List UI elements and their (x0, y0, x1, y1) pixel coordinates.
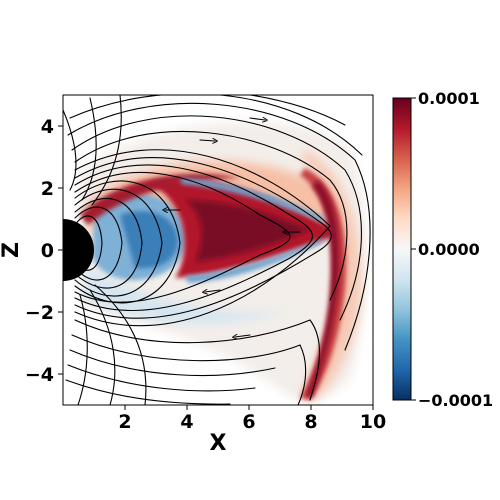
y-tick-label: 4 (41, 116, 54, 138)
streamline-tail (74, 164, 313, 312)
streamline-loop (74, 206, 123, 281)
streamline-arrow (235, 335, 251, 337)
streamline-outer (71, 334, 307, 405)
streamline-outer (77, 294, 88, 405)
y-tick-label: −2 (25, 302, 54, 324)
streamline-arrow (199, 140, 215, 141)
streamline-outer (69, 349, 276, 377)
x-tick-label: 2 (118, 411, 131, 433)
streamline-outer (65, 379, 231, 405)
streamline-tail (74, 149, 331, 327)
plot-area (63, 95, 373, 405)
y-tick-label: 2 (41, 178, 54, 200)
colorbar-tick-label: −0.0001 (418, 391, 493, 410)
colorbar-tick-label: 0.0000 (418, 240, 480, 259)
streamline-outer (67, 102, 371, 351)
streamlines (63, 95, 371, 405)
heatmap-blue-lower (85, 265, 290, 324)
streamline-outer (74, 130, 348, 301)
x-axis-ticks: 2 4 6 8 10 (118, 405, 386, 433)
planet-disk (63, 219, 94, 281)
x-tick-label: 6 (242, 411, 255, 433)
streamline-arrow (249, 118, 265, 120)
heatmap-blue-thin-lower (185, 238, 325, 283)
streamline-tail (74, 157, 332, 319)
streamline-loop (74, 197, 143, 289)
x-tick-label: 4 (180, 411, 193, 433)
streamline-tail (74, 172, 291, 303)
x-tick-label: 10 (360, 411, 386, 433)
streamline-loop (74, 188, 163, 297)
streamline-outer (94, 284, 147, 405)
y-axis-label: Z (0, 242, 24, 258)
streamline-outer (89, 289, 116, 405)
streamline-outer (63, 109, 77, 191)
y-tick-label: 0 (41, 240, 54, 262)
heatmap-blue-core (120, 211, 178, 269)
colorbar-ticks: 0.0001 0.0000 −0.0001 (411, 89, 493, 410)
streamline-outer (71, 115, 362, 321)
y-tick-label: −4 (25, 364, 54, 386)
streamline-outer (91, 95, 122, 206)
streamline-outer (81, 97, 97, 201)
streamline-outer (99, 95, 346, 126)
streamline-arrow (205, 290, 221, 292)
x-axis-label: X (210, 431, 227, 456)
streamline-outer (67, 364, 256, 392)
colorbar-tick-label: 0.0001 (418, 89, 480, 108)
x-tick-label: 8 (304, 411, 317, 433)
colorbar (392, 97, 412, 401)
y-axis-ticks: 4 2 0 −2 −4 (25, 116, 63, 386)
heatmap-darkred-core (185, 200, 310, 262)
